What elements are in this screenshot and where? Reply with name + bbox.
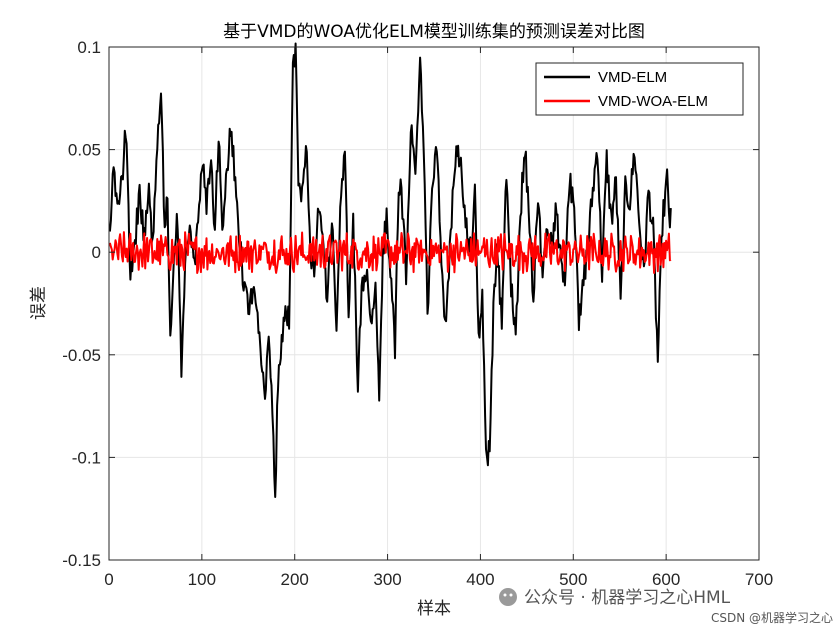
x-tick-label: 600 [652, 570, 680, 589]
y-tick-label: 0.05 [68, 141, 101, 160]
wechat-icon-eye-left [503, 593, 507, 597]
wechat-icon-eye-right [509, 593, 513, 597]
plot-frame [108, 46, 760, 561]
y-tick-label: 0.1 [77, 38, 101, 57]
y-tick-label: -0.1 [72, 448, 101, 467]
y-tick-label: 0 [92, 243, 101, 262]
y-tick-label: -0.15 [62, 551, 101, 570]
series-line-vmd-elm [108, 42, 672, 498]
legend: VMD-ELM VMD-WOA-ELM [535, 62, 744, 116]
series-layer [108, 42, 672, 498]
chart-title: 基于VMD的WOA优化ELM模型训练集的预测误差对比图 [223, 22, 645, 42]
x-tick-label: 700 [745, 570, 773, 589]
wechat-icon [499, 588, 517, 606]
watermark-sub: CSDN @机器学习之心 [711, 610, 833, 625]
x-tick-label: 500 [559, 570, 587, 589]
y-axis-label: 误差 [29, 286, 49, 320]
x-tick-label: 200 [281, 570, 309, 589]
y-tick-labels: 0.1 0.05 0 -0.05 -0.1 -0.15 [62, 38, 101, 570]
plot-area [109, 47, 759, 560]
x-tick-label: 400 [466, 570, 494, 589]
watermark: 公众号 · 机器学习之心HML CSDN @机器学习之心 [499, 588, 833, 625]
watermark-main: 公众号 · 机器学习之心HML [524, 588, 731, 608]
legend-label-vmd-elm: VMD-ELM [598, 69, 667, 86]
x-axis-label: 样本 [417, 599, 451, 619]
x-tick-label: 300 [373, 570, 401, 589]
y-tick-label: -0.05 [62, 346, 101, 365]
tick-marks [108, 46, 760, 561]
x-tick-labels: 0 100 200 300 400 500 600 700 [104, 570, 773, 589]
legend-box [535, 62, 744, 116]
legend-label-vmd-woa-elm: VMD-WOA-ELM [598, 93, 708, 110]
x-tick-label: 100 [188, 570, 216, 589]
x-tick-label: 0 [104, 570, 113, 589]
series-line-vmd-woa-elm [108, 231, 672, 274]
